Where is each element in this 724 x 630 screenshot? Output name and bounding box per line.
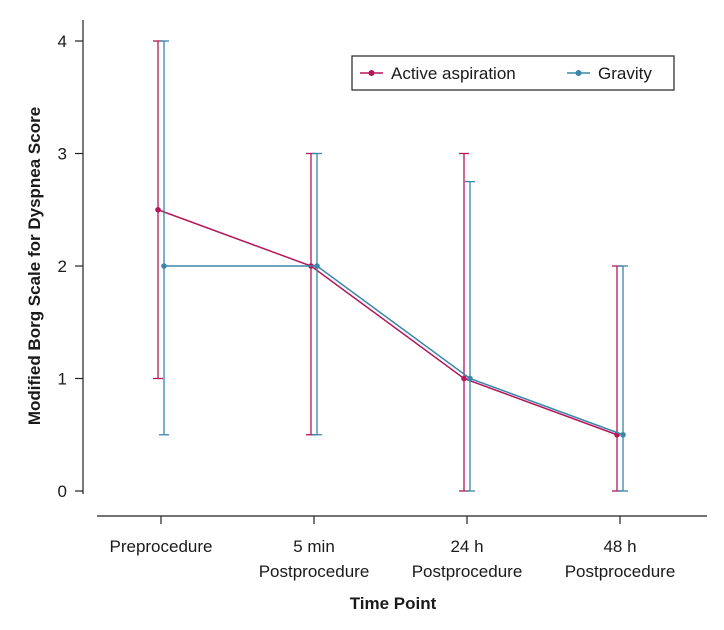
y-tick-label: 0 (58, 482, 67, 501)
legend-label: Active aspiration (391, 64, 516, 83)
data-point (467, 375, 473, 382)
series-layer (153, 40, 628, 492)
legend-label: Gravity (598, 64, 652, 83)
data-point (620, 431, 626, 438)
x-tick-label: Postprocedure (565, 562, 676, 581)
y-tick-label: 3 (58, 145, 67, 164)
legend-marker (575, 70, 582, 76)
axes: 0 1 2 3 4 Preprocedure 5 min Postprocedure 24 h P… (58, 20, 707, 581)
data-point (314, 263, 320, 269)
series-line (164, 265, 624, 436)
y-tick-label: 4 (58, 32, 67, 51)
data-point (161, 263, 167, 269)
legend-marker (368, 70, 375, 76)
series-line (157, 209, 618, 436)
legend-box (351, 55, 675, 91)
data-point (155, 206, 161, 213)
x-tick-label: Preprocedure (109, 537, 212, 556)
y-tick-label: 2 (58, 257, 67, 276)
y-axis-title: Modified Borg Scale for Dyspnea Score (25, 107, 44, 425)
x-tick-label: Postprocedure (412, 562, 523, 581)
y-tick-label: 1 (58, 370, 67, 389)
series-gravity (159, 40, 628, 492)
legend: Active aspiration Gravity (351, 55, 675, 91)
x-tick-label: 5 min (293, 537, 335, 556)
x-tick-label: Postprocedure (259, 562, 370, 581)
x-tick-label: 24 h (450, 537, 483, 556)
x-axis-title: Time Point (350, 594, 437, 613)
x-tick-label: 48 h (603, 537, 636, 556)
data-point (461, 375, 467, 382)
